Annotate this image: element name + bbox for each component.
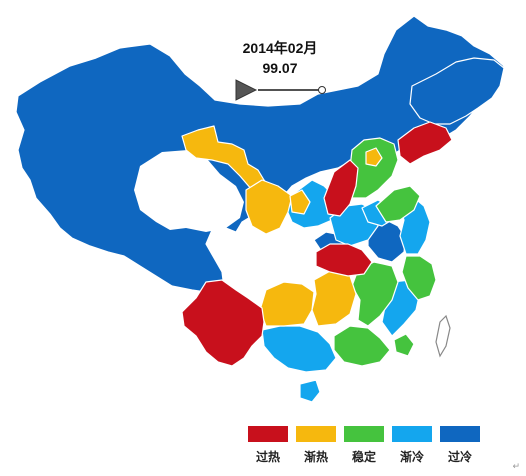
timeline-slider[interactable] <box>235 79 326 101</box>
region-stable <box>333 137 437 367</box>
region-overheat <box>181 121 453 367</box>
legend-item-overcool: 过冷 <box>440 426 480 465</box>
legend-label: 渐冷 <box>399 450 424 464</box>
legend-swatch <box>440 426 480 442</box>
legend-swatch <box>248 426 288 442</box>
legend-label: 过冷 <box>447 450 472 464</box>
legend-swatch <box>392 426 432 442</box>
title-value: 99.07 <box>262 60 298 76</box>
region-overcool <box>15 15 505 293</box>
legend-item-warming: 渐热 <box>296 426 336 465</box>
legend-item-overheat: 过热 <box>248 426 288 465</box>
legend-label: 稳定 <box>351 450 376 464</box>
legend: 过热 渐热 稳定 渐冷 过冷 <box>248 426 488 470</box>
timeline-handle[interactable] <box>318 86 326 94</box>
region-warming <box>181 125 383 327</box>
legend-swatch <box>344 426 384 442</box>
legend-item-cooling: 渐冷 <box>392 426 432 465</box>
legend-label: 过热 <box>255 450 280 464</box>
region-cooling <box>261 179 431 403</box>
legend-item-stable: 稳定 <box>344 426 384 465</box>
taiwan <box>435 314 451 358</box>
title-date: 2014年02月 <box>242 40 318 56</box>
desert-hole <box>134 150 244 232</box>
legend-swatch <box>296 426 336 442</box>
play-icon[interactable] <box>235 79 258 101</box>
return-mark: ↵ <box>512 461 520 471</box>
title-block: 2014年02月 99.07 <box>220 38 340 76</box>
legend-label: 渐热 <box>303 450 328 464</box>
